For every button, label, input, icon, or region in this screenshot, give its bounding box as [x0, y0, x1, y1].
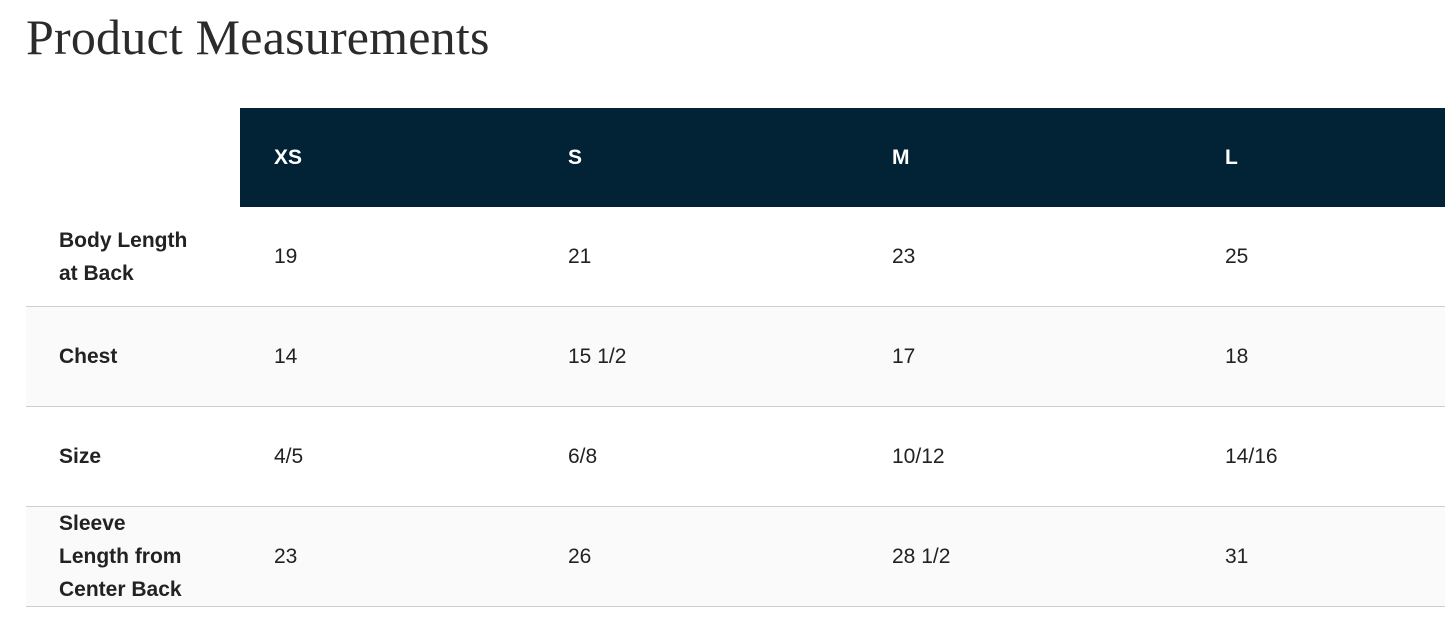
column-header: L [1191, 108, 1445, 207]
row-label-cell: Chest [26, 306, 240, 407]
table-row: Chest 14 15 1/2 17 18 [26, 306, 1445, 407]
measurement-cell: 26 [534, 506, 858, 607]
table-row: Body Length at Back 19 21 23 25 [26, 207, 1445, 307]
row-label-cell: Size [26, 406, 240, 507]
row-label: Chest [59, 345, 118, 368]
row-label: Sleeve Length from Center Back [59, 512, 182, 601]
table-row: Size 4/5 6/8 10/12 14/16 [26, 406, 1445, 507]
measurement-cell: 31 [1191, 506, 1445, 607]
page-title: Product Measurements [26, 9, 490, 65]
measurement-cell: 23 [858, 207, 1191, 307]
measurement-cell: 17 [858, 306, 1191, 407]
row-label: Size [59, 445, 102, 468]
measurement-table: XS S M L Body Length at Back 19 21 23 25 Chest 14… [26, 108, 1445, 607]
row-label-cell: Sleeve Length from Center Back [26, 506, 240, 607]
corner-cell [26, 108, 240, 207]
measurement-cell: 25 [1191, 207, 1445, 307]
measurement-cell: 4/5 [240, 406, 534, 507]
column-header: M [858, 108, 1191, 207]
header-row: XS S M L [26, 108, 1445, 207]
column-header: S [534, 108, 858, 207]
table-body: Body Length at Back 19 21 23 25 Chest 14 15 1/2… [26, 207, 1445, 607]
table-header: XS S M L [26, 108, 1445, 207]
measurement-cell: 14 [240, 306, 534, 407]
measurement-cell: 23 [240, 506, 534, 607]
measurement-cell: 21 [534, 207, 858, 307]
measurement-cell: 18 [1191, 306, 1445, 407]
column-header: XS [240, 108, 534, 207]
measurement-cell: 19 [240, 207, 534, 307]
row-label-cell: Body Length at Back [26, 207, 240, 307]
measurement-cell: 10/12 [858, 406, 1191, 507]
measurement-cell: 28 1/2 [858, 506, 1191, 607]
measurement-cell: 14/16 [1191, 406, 1445, 507]
table-row: Sleeve Length from Center Back 23 26 28 1/2… [26, 506, 1445, 607]
row-label: Body Length at Back [59, 228, 188, 285]
measurement-cell: 6/8 [534, 406, 858, 507]
measurement-cell: 15 1/2 [534, 306, 858, 407]
